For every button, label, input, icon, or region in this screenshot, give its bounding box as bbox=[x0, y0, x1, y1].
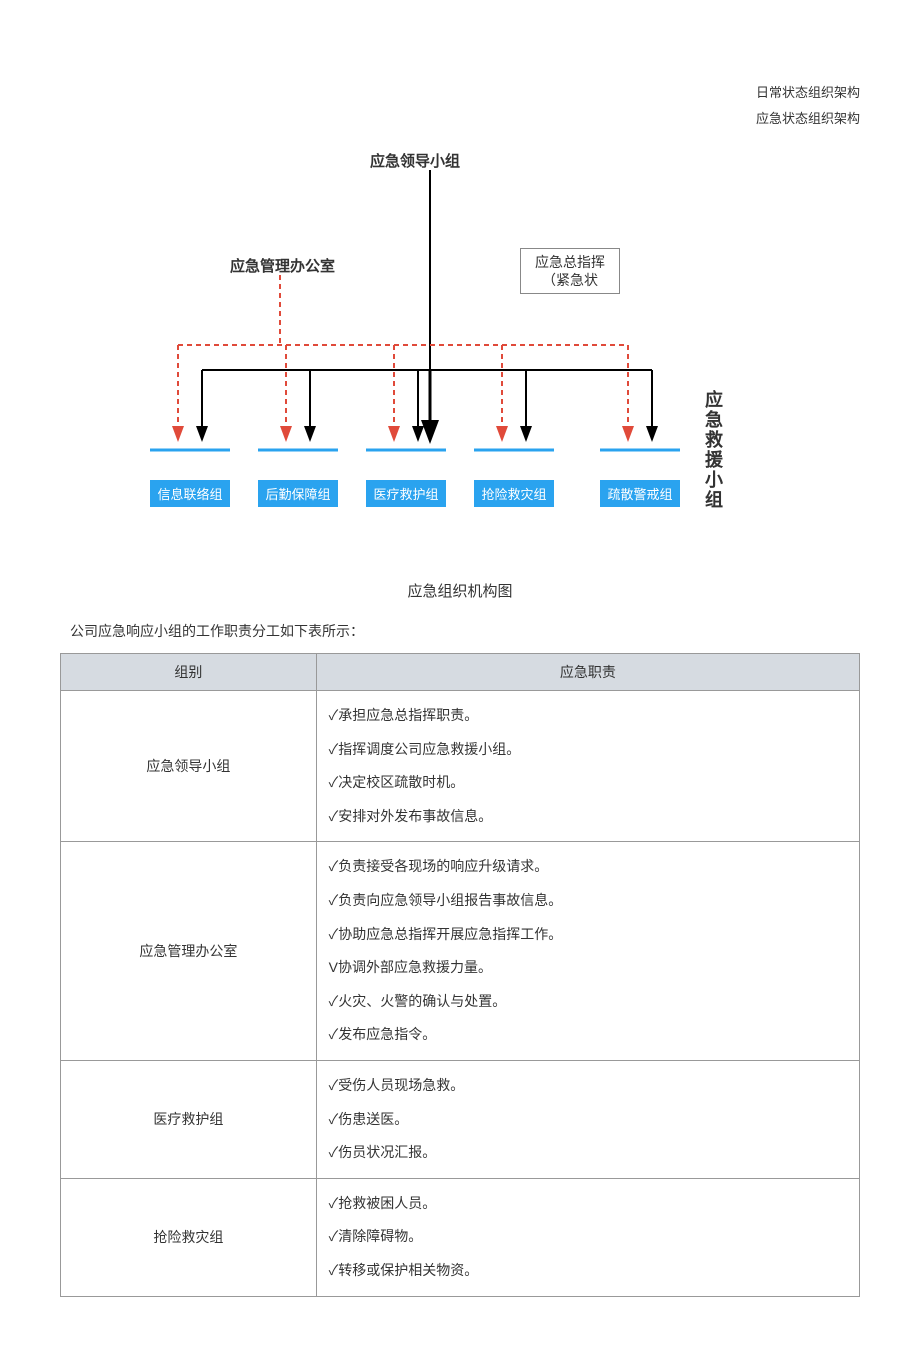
col-duty: 应急职责 bbox=[316, 654, 859, 691]
group-name-cell: 应急领导小组 bbox=[61, 691, 317, 842]
duty-line: ✓决定校区疏散时机。 bbox=[329, 766, 847, 800]
header-line2: 应急状态组织架构 bbox=[60, 106, 860, 132]
header-labels: 日常状态组织架构 应急状态组织架构 bbox=[60, 80, 860, 132]
duty-line: ✓指挥调度公司应急救援小组。 bbox=[329, 733, 847, 767]
right-node: 应急总指挥（紧急状 bbox=[520, 248, 620, 294]
col-group: 组别 bbox=[61, 654, 317, 691]
group-name-cell: 应急管理办公室 bbox=[61, 842, 317, 1061]
duty-line: ✓伤患送医。 bbox=[329, 1103, 847, 1137]
duty-line: ✓清除障碍物。 bbox=[329, 1220, 847, 1254]
diagram-caption: 应急组织机构图 bbox=[60, 580, 860, 601]
group-box-1: 后勤保障组 bbox=[258, 480, 338, 507]
root-node: 应急领导小组 bbox=[370, 150, 460, 171]
table-header-row: 组别 应急职责 bbox=[61, 654, 860, 691]
group-name-cell: 抢险救灾组 bbox=[61, 1178, 317, 1296]
duty-line: V协调外部应急救援力量。 bbox=[329, 951, 847, 985]
responsibility-table: 组别 应急职责 应急领导小组✓承担应急总指挥职责。✓指挥调度公司应急救援小组。✓… bbox=[60, 653, 860, 1297]
intro-text: 公司应急响应小组的工作职责分工如下表所示： bbox=[70, 621, 850, 641]
group-box-4: 疏散警戒组 bbox=[600, 480, 680, 507]
org-diagram: 应急领导小组应急管理办公室 应急总指挥（紧急状应急救援小组信息联络组 后勤保障组 医疗… bbox=[110, 140, 810, 540]
header-line1: 日常状态组织架构 bbox=[60, 80, 860, 106]
group-box-0: 信息联络组 bbox=[150, 480, 230, 507]
group-box-2: 医疗救护组 bbox=[366, 480, 446, 507]
duty-line: ✓受伤人员现场急救。 bbox=[329, 1069, 847, 1103]
table-row: 抢险救灾组✓抢救被困人员。✓清除障碍物。✓转移或保护相关物资。 bbox=[61, 1178, 860, 1296]
duty-line: ✓伤员状况汇报。 bbox=[329, 1136, 847, 1170]
duty-line: ✓协助应急总指挥开展应急指挥工作。 bbox=[329, 918, 847, 952]
table-row: 应急领导小组✓承担应急总指挥职责。✓指挥调度公司应急救援小组。✓决定校区疏散时机… bbox=[61, 691, 860, 842]
duty-line: ✓负责向应急领导小组报告事故信息。 bbox=[329, 884, 847, 918]
duty-line: ✓安排对外发布事故信息。 bbox=[329, 800, 847, 834]
duty-cell: ✓受伤人员现场急救。✓伤患送医。✓伤员状况汇报。 bbox=[316, 1060, 859, 1178]
duty-cell: ✓负责接受各现场的响应升级请求。✓负责向应急领导小组报告事故信息。✓协助应急总指… bbox=[316, 842, 859, 1061]
table-row: 应急管理办公室✓负责接受各现场的响应升级请求。✓负责向应急领导小组报告事故信息。… bbox=[61, 842, 860, 1061]
duty-line: ✓发布应急指令。 bbox=[329, 1018, 847, 1052]
duty-line: ✓抢救被困人员。 bbox=[329, 1187, 847, 1221]
table-row: 医疗救护组✓受伤人员现场急救。✓伤患送医。✓伤员状况汇报。 bbox=[61, 1060, 860, 1178]
duty-line: ✓火灾、火警的确认与处置。 bbox=[329, 985, 847, 1019]
group-name-cell: 医疗救护组 bbox=[61, 1060, 317, 1178]
duty-line: ✓负责接受各现场的响应升级请求。 bbox=[329, 850, 847, 884]
duty-line: ✓转移或保护相关物资。 bbox=[329, 1254, 847, 1288]
group-box-3: 抢险救灾组 bbox=[474, 480, 554, 507]
duty-line: ✓承担应急总指挥职责。 bbox=[329, 699, 847, 733]
side-vertical-label: 应急救援小组 bbox=[700, 390, 726, 510]
duty-cell: ✓抢救被困人员。✓清除障碍物。✓转移或保护相关物资。 bbox=[316, 1178, 859, 1296]
left-node: 应急管理办公室 bbox=[230, 255, 335, 276]
duty-cell: ✓承担应急总指挥职责。✓指挥调度公司应急救援小组。✓决定校区疏散时机。✓安排对外… bbox=[316, 691, 859, 842]
